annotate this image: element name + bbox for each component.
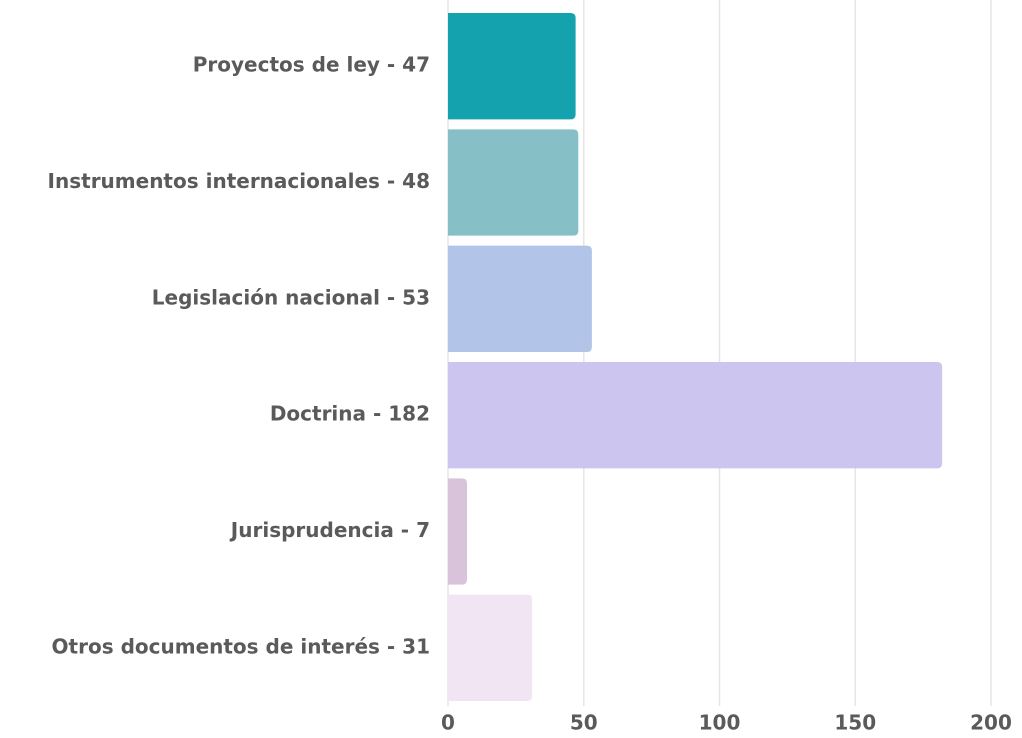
y-tick-label: Otros documentos de interés - 31 <box>52 634 430 658</box>
y-tick-label: Jurisprudencia - 7 <box>229 518 430 542</box>
bar <box>448 245 592 352</box>
y-tick-label: Doctrina - 182 <box>270 402 430 426</box>
bar <box>448 129 579 236</box>
x-tick-label: 150 <box>834 711 876 735</box>
bar <box>448 594 533 701</box>
x-tick-label: 200 <box>970 711 1012 735</box>
y-tick-label: Proyectos de ley - 47 <box>193 53 430 77</box>
x-tick-label: 100 <box>699 711 741 735</box>
bar <box>448 362 943 469</box>
y-tick-label: Legislación nacional - 53 <box>152 285 430 309</box>
y-tick-label: Instrumentos internacionales - 48 <box>48 169 430 193</box>
x-tick-label: 50 <box>570 711 598 735</box>
bar <box>448 13 576 120</box>
x-tick-label: 0 <box>441 711 455 735</box>
bar <box>448 478 468 585</box>
